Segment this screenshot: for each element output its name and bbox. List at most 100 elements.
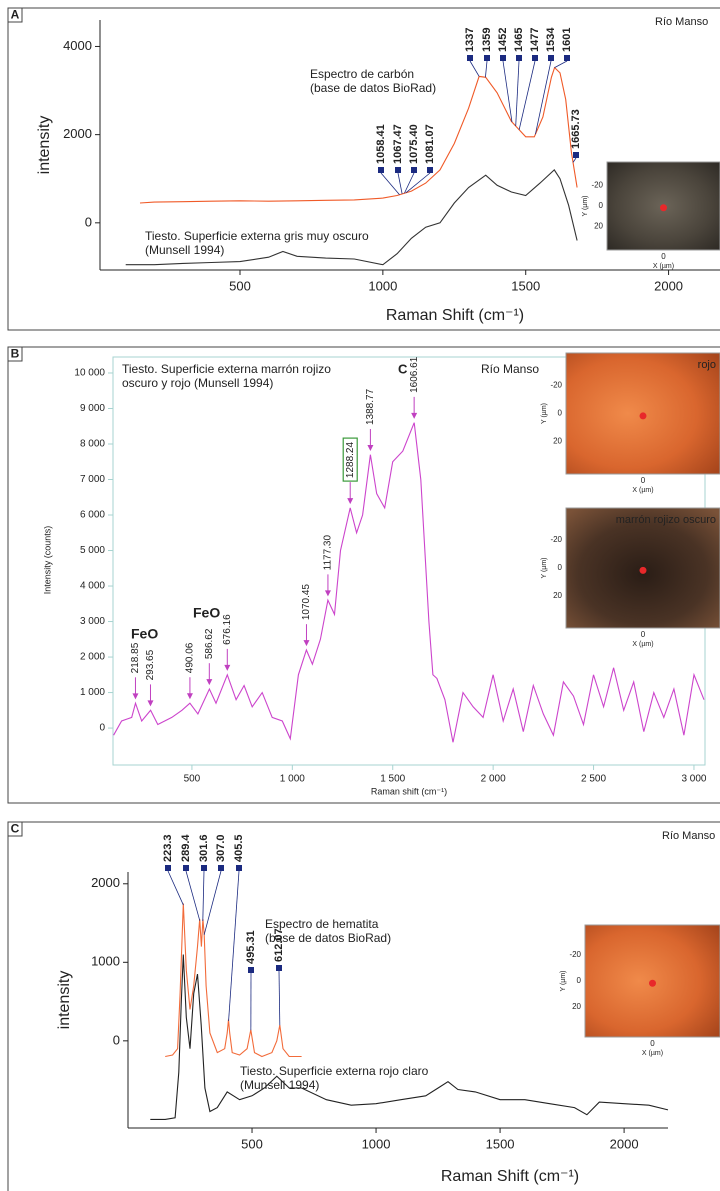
peak-arrowhead	[367, 445, 374, 452]
inset-x-tick: 0	[661, 252, 666, 261]
peak-marker	[484, 55, 490, 61]
peak-leader	[535, 60, 552, 135]
inset-y-tick: 0	[558, 409, 563, 418]
peak-label: 1288.24	[345, 442, 356, 479]
annotation: Río Manso	[662, 830, 715, 842]
annotation: C	[398, 361, 408, 376]
annotation: oscuro y rojo (Munsell 1994)	[122, 376, 273, 390]
annotation: Espectro de carbón	[310, 67, 414, 81]
inset-y-tick: 20	[553, 437, 562, 446]
peak-label: 293.65	[145, 649, 156, 680]
panel-tag: C	[11, 822, 20, 836]
peak-label: 495.31	[245, 930, 257, 964]
annotation: Río Manso	[655, 16, 708, 28]
peak-label: 1477	[529, 28, 541, 52]
y-tick-label: 7 000	[80, 474, 105, 485]
annotation: FeO	[193, 605, 220, 621]
peak-marker	[395, 167, 401, 173]
peak-arrowhead	[324, 590, 331, 597]
y-tick-label: 4 000	[80, 581, 105, 592]
peak-marker	[564, 55, 570, 61]
peak-label: 1665.73	[570, 109, 582, 149]
peak-arrowhead	[224, 664, 231, 671]
peak-label: 1337	[464, 28, 476, 52]
peak-leader	[397, 172, 403, 195]
x-axis-label: Raman shift (cm⁻¹)	[371, 786, 447, 796]
peak-label: 1606.61	[409, 356, 420, 393]
peak-arrowhead	[303, 640, 310, 647]
peak-label: 612.07	[273, 928, 285, 962]
x-tick-label: 1 000	[280, 774, 305, 785]
annotation: FeO	[131, 626, 158, 642]
inset-y-tick: -20	[550, 535, 562, 544]
peak-leader	[502, 60, 513, 123]
y-tick-label: 3 000	[80, 616, 105, 627]
y-tick-label: 0	[85, 214, 92, 229]
peak-marker	[276, 965, 282, 971]
peak-marker	[573, 152, 579, 158]
peak-marker	[548, 55, 554, 61]
inset-y-tick: -20	[550, 380, 562, 389]
y-tick-label: 8 000	[80, 439, 105, 450]
peak-label: 490.06	[185, 642, 196, 673]
peak-leader	[554, 60, 568, 68]
annotation: (base de datos BioRad)	[265, 931, 391, 945]
y-tick-label: 4000	[63, 38, 92, 53]
y-tick-label: 10 000	[74, 368, 105, 379]
y-axis-label: Intensity (counts)	[42, 526, 52, 595]
inset-label: rojo	[698, 359, 716, 371]
y-tick-label: 2000	[91, 875, 120, 890]
inset-y-tick: 20	[553, 591, 562, 600]
inset-y-tick: 0	[558, 563, 563, 572]
peak-marker	[201, 865, 207, 871]
inset-y-label: Y (µm)	[541, 557, 548, 578]
peak-leader	[515, 60, 520, 127]
annotation: Tiesto. Superficie externa marrón rojizo	[122, 362, 331, 376]
peak-arrowhead	[186, 693, 193, 700]
peak-marker	[378, 167, 384, 173]
peak-leader	[469, 60, 480, 77]
peak-leader	[185, 870, 201, 921]
inset-x-label: X (µm)	[642, 1050, 663, 1057]
x-tick-label: 1000	[362, 1136, 391, 1151]
y-tick-label: 1000	[91, 954, 120, 969]
peak-label: 1058.41	[375, 124, 387, 164]
x-tick-label: 500	[241, 1136, 263, 1151]
peak-marker	[165, 865, 171, 871]
y-tick-label: 0	[99, 723, 105, 734]
peak-marker	[248, 967, 254, 973]
peak-leader	[518, 60, 536, 130]
y-tick-label: 2 000	[80, 652, 105, 663]
spectrum	[139, 66, 578, 204]
peak-marker	[236, 865, 242, 871]
peak-leader	[167, 870, 184, 906]
y-tick-label: 5 000	[80, 545, 105, 556]
inset-x-label: X (µm)	[653, 263, 674, 270]
peak-label: 1465	[513, 28, 525, 52]
inset-y-label: Y (µm)	[541, 403, 548, 424]
spot	[649, 979, 656, 987]
inset-x-label: X (µm)	[632, 641, 653, 648]
peak-leader	[485, 60, 488, 78]
y-axis-label: intensity	[56, 971, 73, 1030]
spot	[639, 566, 647, 574]
annotation: Tiesto. Superficie externa gris muy oscu…	[145, 229, 369, 243]
spectrum	[165, 903, 302, 1058]
peak-label: 1452	[497, 28, 509, 52]
y-tick-label: 2000	[63, 126, 92, 141]
panel-tag-box	[7, 821, 23, 837]
spectrum	[113, 422, 705, 743]
annotation: Tiesto. Superficie externa rojo claro	[240, 1064, 429, 1078]
inset-y-label: Y (µm)	[582, 195, 589, 216]
panel-border	[7, 346, 720, 804]
peak-highlight	[342, 437, 358, 482]
inset-y-tick: 20	[594, 222, 603, 231]
peak-marker	[183, 865, 189, 871]
peak-arrowhead	[132, 693, 139, 700]
panel-tag-box	[7, 7, 23, 23]
spot	[639, 412, 647, 420]
peak-leader	[278, 970, 281, 1026]
annotation: Espectro de hematita	[265, 917, 379, 931]
peak-leader	[202, 870, 205, 921]
